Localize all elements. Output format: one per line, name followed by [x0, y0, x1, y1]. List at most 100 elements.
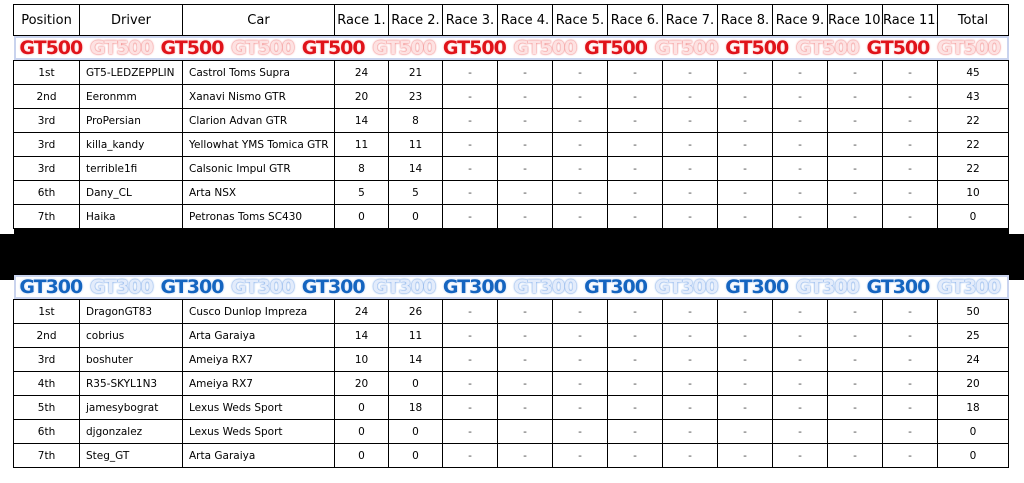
race-6-cell: - [607, 84, 663, 109]
driver-cell: boshuter [79, 347, 183, 372]
race-8-cell: - [717, 371, 773, 396]
race-4-cell: - [497, 347, 553, 372]
race-3-cell: - [442, 419, 498, 444]
table-row: 1st DragonGT83 Cusco Dunlop Impreza 24 26- - -… [13, 299, 1009, 324]
car-cell: Arta Garaiya [182, 323, 335, 348]
race-4-cell: - [497, 180, 553, 205]
race-5-cell: - [552, 156, 608, 181]
race-7-cell: - [662, 132, 718, 157]
total-cell: 24 [937, 347, 1009, 372]
race-11-cell: - [882, 395, 938, 420]
banner-text: GT500 [937, 37, 1001, 59]
race-10-cell: - [827, 60, 883, 85]
race-5-cell: - [552, 60, 608, 85]
column-header: Race 11. [882, 4, 938, 36]
race-5-cell: - [552, 204, 608, 229]
race-9-cell: - [772, 180, 828, 205]
gap-row [13, 228, 1009, 275]
race-6-cell: - [607, 443, 663, 468]
position-cell: 5th [13, 395, 80, 420]
banner-text: GT500 [795, 37, 860, 59]
race-3-cell: - [442, 132, 498, 157]
banner-text: GT300 [513, 276, 578, 298]
race-8-cell: - [717, 299, 773, 324]
race-5-cell: - [552, 108, 608, 133]
race-1-cell: 14 [334, 323, 389, 348]
total-cell: 22 [937, 156, 1009, 181]
race-1-cell: 11 [334, 132, 389, 157]
position-cell: 6th [13, 180, 80, 205]
driver-cell: cobrius [79, 323, 183, 348]
race-8-cell: - [717, 108, 773, 133]
race-7-cell: - [662, 60, 718, 85]
position-cell: 3rd [13, 108, 80, 133]
race-10-cell: - [827, 180, 883, 205]
total-cell: 25 [937, 323, 1009, 348]
banner-text: GT300 [442, 276, 507, 298]
table-row: 7th Steg_GT Arta Garaiya 0 0- - - - - - - - -0 [13, 443, 1009, 468]
car-cell: Cusco Dunlop Impreza [182, 299, 335, 324]
race-11-cell: - [882, 299, 938, 324]
race-3-cell: - [442, 60, 498, 85]
gt500-banner: GT500 GT500 GT500 GT500 GT500 GT500 GT500 GT500… [13, 36, 1009, 60]
race-9-cell: - [772, 443, 828, 468]
race-4-cell: - [497, 156, 553, 181]
header-row: Position Driver Car Race 1. Race 2. Race 3. Ra… [13, 4, 1009, 36]
race-9-cell: - [772, 299, 828, 324]
race-7-cell: - [662, 419, 718, 444]
race-3-cell: - [442, 156, 498, 181]
race-6-cell: - [607, 156, 663, 181]
race-6-cell: - [607, 299, 663, 324]
race-9-cell: - [772, 204, 828, 229]
column-header: Race 5. [552, 4, 608, 36]
position-cell: 4th [13, 371, 80, 396]
race-4-cell: - [497, 443, 553, 468]
gt300-banner-row: GT300 GT300 GT300 GT300 GT300 GT300 GT300 GT300… [13, 275, 1009, 300]
table-row: 5th jamesybograt Lexus Weds Sport 0 18- - - - - -… [13, 395, 1009, 420]
driver-cell: GT5-LEDZEPPLIN [79, 60, 183, 85]
race-11-cell: - [882, 204, 938, 229]
race-10-cell: - [827, 395, 883, 420]
race-7-cell: - [662, 84, 718, 109]
race-8-cell: - [717, 443, 773, 468]
banner-text: GT300 [231, 276, 295, 298]
race-10-cell: - [827, 443, 883, 468]
race-6-cell: - [607, 419, 663, 444]
car-cell: Lexus Weds Sport [182, 419, 335, 444]
race-10-cell: - [827, 419, 883, 444]
race-3-cell: - [442, 323, 498, 348]
race-2-cell: 8 [388, 108, 443, 133]
race-6-cell: - [607, 180, 663, 205]
column-header: Race 1. [334, 4, 389, 36]
race-2-cell: 14 [388, 156, 443, 181]
race-10-cell: - [827, 371, 883, 396]
race-6-cell: - [607, 204, 663, 229]
race-10-cell: - [827, 108, 883, 133]
race-2-cell: 14 [388, 347, 443, 372]
race-11-cell: - [882, 60, 938, 85]
race-3-cell: - [442, 299, 498, 324]
race-9-cell: - [772, 132, 828, 157]
race-6-cell: - [607, 60, 663, 85]
race-9-cell: - [772, 156, 828, 181]
race-5-cell: - [552, 299, 608, 324]
column-header: Race 2. [388, 4, 443, 36]
race-1-cell: 10 [334, 347, 389, 372]
table-row: 3rd ProPersian Clarion Advan GTR 14 8- - - - - - -… [13, 108, 1009, 133]
race-7-cell: - [662, 347, 718, 372]
race-8-cell: - [717, 156, 773, 181]
race-4-cell: - [497, 132, 553, 157]
banner-text: GT300 [301, 276, 366, 298]
position-cell: 1st [13, 299, 80, 324]
race-11-cell: - [882, 132, 938, 157]
race-11-cell: - [882, 84, 938, 109]
driver-cell: DragonGT83 [79, 299, 183, 324]
race-6-cell: - [607, 371, 663, 396]
banner-text: GT500 [231, 37, 295, 59]
race-11-cell: - [882, 323, 938, 348]
race-8-cell: - [717, 395, 773, 420]
race-6-cell: - [607, 323, 663, 348]
standings-board: Position Driver Car Race 1. Race 2. Race 3. Ra… [13, 4, 1009, 468]
car-cell: Ameiya RX7 [182, 371, 335, 396]
position-cell: 1st [13, 60, 80, 85]
